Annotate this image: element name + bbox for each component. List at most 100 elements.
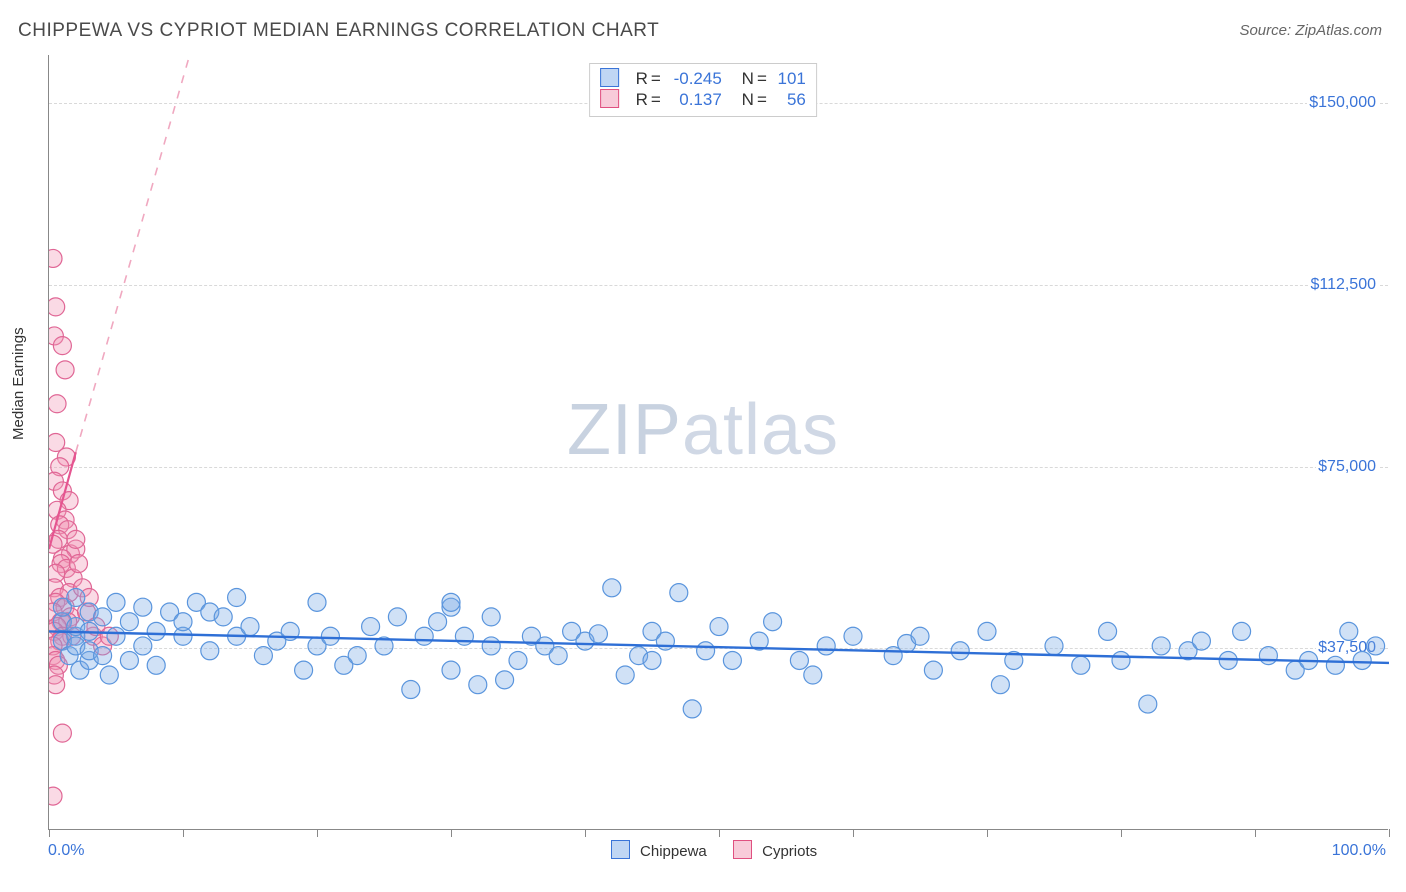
chippewa-point: [482, 637, 500, 655]
chippewa-point: [455, 627, 473, 645]
chippewa-point: [308, 593, 326, 611]
x-tick: [317, 829, 318, 837]
chippewa-point: [321, 627, 339, 645]
x-tick: [1389, 829, 1390, 837]
chippewa-point: [589, 625, 607, 643]
chippewa-point: [174, 613, 192, 631]
r-value-blue: -0.245: [664, 69, 722, 89]
chippewa-point: [241, 618, 259, 636]
chippewa-point: [911, 627, 929, 645]
chippewa-point: [147, 622, 165, 640]
chippewa-point: [496, 671, 514, 689]
y-axis-label: Median Earnings: [10, 327, 27, 440]
chippewa-point: [415, 627, 433, 645]
legend-row-chippewa: R=-0.245 N=101: [600, 68, 806, 89]
chart-plot-area: $37,500$75,000$112,500$150,000: [48, 55, 1388, 830]
cypriot-point: [49, 249, 62, 267]
chippewa-point: [1219, 651, 1237, 669]
chippewa-point: [697, 642, 715, 660]
cypriot-point: [67, 530, 85, 548]
legend-statistics: R=-0.245 N=101 R=0.137 N=56: [589, 63, 817, 117]
chippewa-point: [94, 647, 112, 665]
chippewa-point: [1353, 651, 1371, 669]
chippewa-point: [1340, 622, 1358, 640]
chippewa-point: [348, 647, 366, 665]
chippewa-point: [94, 608, 112, 626]
chippewa-point: [147, 656, 165, 674]
trend-line: [76, 55, 384, 452]
chippewa-point: [1139, 695, 1157, 713]
legend-swatch-chippewa: [611, 840, 630, 859]
cypriot-point: [56, 361, 74, 379]
legend-row-cypriots: R=0.137 N=56: [600, 89, 806, 110]
chippewa-point: [844, 627, 862, 645]
cypriot-point: [53, 337, 71, 355]
chippewa-point: [1112, 651, 1130, 669]
chippewa-point: [603, 579, 621, 597]
x-tick: [49, 829, 50, 837]
chippewa-point: [1233, 622, 1251, 640]
chippewa-point: [254, 647, 272, 665]
chippewa-point: [1192, 632, 1210, 650]
chippewa-point: [643, 651, 661, 669]
cypriot-point: [49, 676, 65, 694]
chippewa-point: [295, 661, 313, 679]
chippewa-point: [670, 584, 688, 602]
chippewa-point: [107, 593, 125, 611]
chippewa-point: [683, 700, 701, 718]
chippewa-point: [482, 608, 500, 626]
cypriot-point: [69, 555, 87, 573]
x-tick: [183, 829, 184, 837]
n-value-blue: 101: [770, 69, 806, 89]
stat-swatch-blue: [600, 68, 619, 87]
chippewa-point: [1326, 656, 1344, 674]
chart-title: CHIPPEWA VS CYPRIOT MEDIAN EARNINGS CORR…: [18, 20, 659, 42]
x-tick: [1255, 829, 1256, 837]
chippewa-point: [442, 661, 460, 679]
chippewa-point: [120, 651, 138, 669]
cypriot-point: [49, 787, 62, 805]
stat-swatch-pink: [600, 89, 619, 108]
chippewa-point: [100, 666, 118, 684]
chippewa-point: [951, 642, 969, 660]
x-tick: [451, 829, 452, 837]
chippewa-point: [978, 622, 996, 640]
x-tick: [1121, 829, 1122, 837]
chippewa-point: [1259, 647, 1277, 665]
chippewa-point: [134, 637, 152, 655]
chippewa-point: [991, 676, 1009, 694]
chippewa-point: [924, 661, 942, 679]
chippewa-point: [549, 647, 567, 665]
chippewa-point: [1045, 637, 1063, 655]
chippewa-point: [1152, 637, 1170, 655]
chippewa-point: [201, 642, 219, 660]
chippewa-point: [616, 666, 634, 684]
cypriot-point: [49, 395, 66, 413]
chippewa-point: [442, 593, 460, 611]
chippewa-point: [214, 608, 232, 626]
chippewa-point: [1099, 622, 1117, 640]
chippewa-point: [402, 681, 420, 699]
chippewa-point: [388, 608, 406, 626]
chippewa-point: [429, 613, 447, 631]
chippewa-point: [723, 651, 741, 669]
chippewa-point: [656, 632, 674, 650]
chippewa-point: [67, 589, 85, 607]
x-tick: [987, 829, 988, 837]
r-value-pink: 0.137: [664, 90, 722, 110]
n-value-pink: 56: [770, 90, 806, 110]
chippewa-point: [228, 589, 246, 607]
chippewa-point: [710, 618, 728, 636]
legend-label-chippewa: Chippewa: [640, 843, 707, 860]
chippewa-point: [134, 598, 152, 616]
chippewa-point: [764, 613, 782, 631]
cypriot-point: [49, 298, 65, 316]
scatter-plot-svg: [49, 55, 1389, 830]
chippewa-point: [120, 613, 138, 631]
legend-label-cypriots: Cypriots: [762, 843, 817, 860]
chippewa-point: [790, 651, 808, 669]
x-tick: [719, 829, 720, 837]
chippewa-point: [509, 651, 527, 669]
chippewa-point: [362, 618, 380, 636]
source-attribution: Source: ZipAtlas.com: [1239, 22, 1382, 39]
